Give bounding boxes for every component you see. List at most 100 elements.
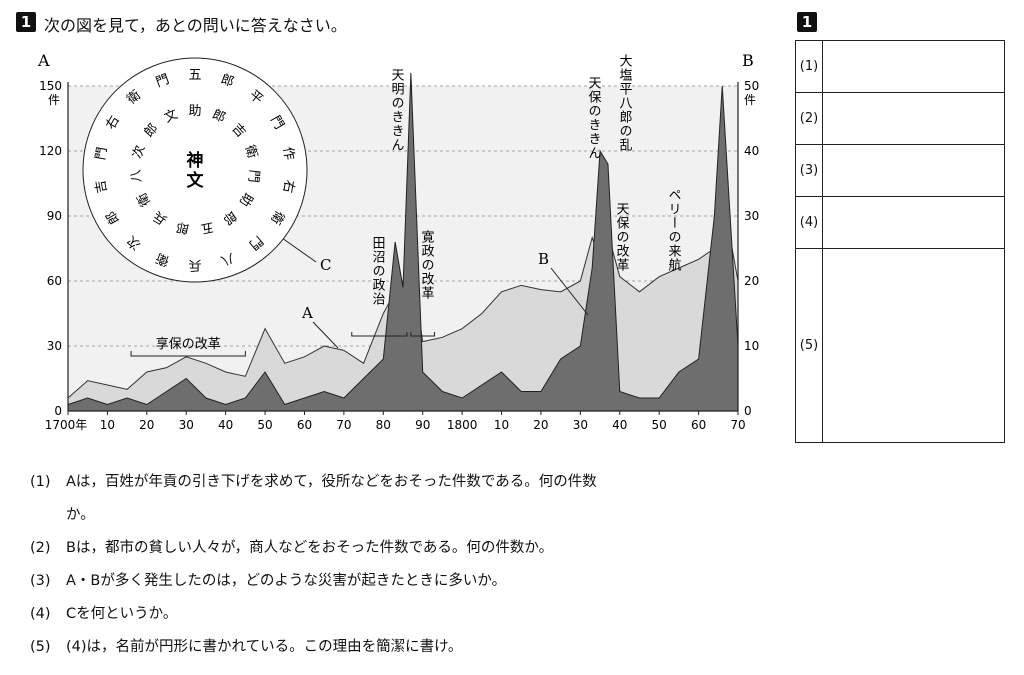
question-1-text: Aは，百姓が年貢の引き下げを求めて，役所などをおそった件数である。何の件数 bbox=[66, 474, 597, 490]
x-tick-label: 10 bbox=[494, 418, 509, 432]
document-c-char: 次 bbox=[129, 143, 148, 160]
x-tick-label: 30 bbox=[179, 418, 194, 432]
kansei-bracket bbox=[410, 332, 436, 337]
question-4-number: (4) bbox=[30, 606, 51, 622]
document-c-char: 五 bbox=[199, 219, 215, 236]
answer-cell-5[interactable] bbox=[822, 248, 1005, 443]
document-c-char: 衛 bbox=[267, 208, 286, 227]
document-c-char: 助 bbox=[188, 104, 201, 119]
annotation-tenmei-famine: 天明のききん bbox=[389, 68, 405, 152]
right-tick-label: 10 bbox=[744, 339, 759, 353]
document-c-char: 門 bbox=[154, 72, 171, 91]
document-c-char: 衛 bbox=[135, 190, 154, 209]
document-c-char: 助 bbox=[236, 190, 255, 209]
document-c-illustration: 五郎平門作右衛門八兵衛次郎吉門右衛門助 郎吉衛門助郎五郎兵衛八次郎文神文 bbox=[82, 57, 308, 283]
label-a: A bbox=[301, 304, 313, 322]
document-c-disc bbox=[82, 57, 308, 283]
question-4-text: Cを何というか。 bbox=[66, 606, 178, 622]
answer-table: (1) (2) (3) (4) (5) bbox=[795, 40, 1005, 443]
question-3: (3) A・Bが多く発生したのは，どのような災害が起きたときに多いか。 bbox=[30, 571, 506, 591]
document-c-char: 門 bbox=[93, 146, 110, 161]
left-tick-label: 120 bbox=[39, 144, 62, 158]
right-tick-label: 0 bbox=[744, 404, 752, 418]
instruction-title: 次の図を見て，あとの問いに答えなさい。 bbox=[44, 16, 347, 35]
label-c: C bbox=[320, 256, 331, 274]
answer-number-badge: 1 bbox=[797, 12, 817, 32]
question-5-text: (4)は，名前が円形に書かれている。この理由を簡潔に書け。 bbox=[66, 639, 463, 655]
question-3-text: A・Bが多く発生したのは，どのような災害が起きたときに多いか。 bbox=[66, 573, 507, 589]
document-c-char: 右 bbox=[103, 113, 122, 132]
question-5-number: (5) bbox=[30, 639, 51, 655]
annotation-kansei: 寛政の改革 bbox=[419, 229, 435, 300]
annotation-oshio: 大塩平八郎の乱 bbox=[617, 54, 633, 152]
leader-a bbox=[312, 321, 339, 349]
answer-cell-4[interactable] bbox=[822, 196, 1005, 249]
right-tick-label: 40 bbox=[744, 144, 759, 158]
document-c-char: 文 bbox=[162, 107, 180, 126]
document-c-char: 右 bbox=[280, 179, 297, 194]
x-tick-label: 30 bbox=[573, 418, 588, 432]
document-c-char: 八 bbox=[129, 169, 145, 184]
document-c-char: 門 bbox=[245, 169, 261, 184]
left-axis-label: A bbox=[37, 51, 50, 70]
annotation-tenpo-reform: 天保の改革 bbox=[614, 202, 630, 272]
left-axis-unit: 件 bbox=[48, 93, 60, 107]
left-tick-label: 150 bbox=[39, 79, 62, 93]
x-tick-label: 20 bbox=[533, 418, 548, 432]
x-tick-label: 40 bbox=[218, 418, 233, 432]
answer-cell-3[interactable] bbox=[822, 144, 1005, 197]
right-axis-unit: 件 bbox=[744, 93, 756, 107]
answer-cell-2[interactable] bbox=[822, 92, 1005, 145]
question-number-badge: 1 bbox=[16, 12, 36, 32]
annotation-tenpo-famine: 天保のききん bbox=[586, 76, 602, 160]
x-tick-label: 1800 bbox=[447, 418, 478, 432]
x-tick-label: 60 bbox=[691, 418, 706, 432]
left-tick-label: 60 bbox=[47, 274, 62, 288]
kyoho-bracket bbox=[130, 351, 246, 357]
document-c-char: 衛 bbox=[241, 143, 259, 160]
question-1: (1) Aは，百姓が年貢の引き下げを求めて，役所などをおそった件数である。何の件数 bbox=[30, 472, 597, 492]
document-c-char: 八 bbox=[219, 250, 236, 269]
left-tick-label: 90 bbox=[47, 209, 62, 223]
answer-label-2: (2) bbox=[795, 92, 823, 145]
x-tick-label: 50 bbox=[652, 418, 667, 432]
x-tick-label: 50 bbox=[257, 418, 272, 432]
x-tick-label: 70 bbox=[730, 418, 745, 432]
left-tick-label: 30 bbox=[47, 339, 62, 353]
answer-label-1: (1) bbox=[795, 40, 823, 93]
annotation-tanuma: 田沼の政治 bbox=[370, 236, 386, 306]
question-5: (5) (4)は，名前が円形に書かれている。この理由を簡潔に書け。 bbox=[30, 637, 462, 657]
document-c-char: 郎 bbox=[210, 107, 228, 126]
question-1-cont: か。 bbox=[66, 505, 95, 525]
answer-label-4: (4) bbox=[795, 196, 823, 249]
x-tick-label: 1700年 bbox=[45, 418, 88, 432]
question-2: (2) Bは，都市の貧しい人々が，商人などをおそった件数である。何の件数か。 bbox=[30, 538, 553, 558]
series-b-area bbox=[67, 72, 739, 412]
question-3-number: (3) bbox=[30, 573, 51, 589]
document-c-char: 郎 bbox=[175, 219, 191, 236]
leader-b bbox=[550, 267, 589, 316]
right-tick-label: 20 bbox=[744, 274, 759, 288]
document-c-center-2: 文 bbox=[187, 170, 205, 191]
document-c-char: 五 bbox=[188, 68, 201, 83]
answer-label-3: (3) bbox=[795, 144, 823, 197]
answer-cell-1[interactable] bbox=[822, 40, 1005, 93]
label-b: B bbox=[538, 250, 549, 268]
figure-chart: A 件 B 件 1700年 10 20 30 40 50 60 70 80 90 1800 10 20 30 40… bbox=[37, 51, 759, 432]
x-tick-label: 60 bbox=[297, 418, 312, 432]
right-tick-label: 50 bbox=[744, 79, 759, 93]
question-2-text: Bは，都市の貧しい人々が，商人などをおそった件数である。何の件数か。 bbox=[66, 540, 554, 556]
document-c-char: 郎 bbox=[103, 208, 122, 227]
x-tick-label: 40 bbox=[612, 418, 627, 432]
tanuma-bracket bbox=[351, 332, 408, 337]
right-tick-label: 30 bbox=[744, 209, 759, 223]
document-c-char: 衛 bbox=[154, 250, 171, 269]
annotation-perry: ペリーの来航 bbox=[666, 188, 682, 272]
answer-label-5: (5) bbox=[795, 248, 823, 443]
x-tick-label: 10 bbox=[100, 418, 115, 432]
document-c-char: 門 bbox=[267, 113, 286, 132]
x-tick-label: 80 bbox=[376, 418, 391, 432]
annotation-kyoho: 享保の改革 bbox=[156, 336, 221, 352]
question-1-text-cont: か。 bbox=[66, 507, 95, 523]
document-c-char: 作 bbox=[280, 146, 297, 161]
